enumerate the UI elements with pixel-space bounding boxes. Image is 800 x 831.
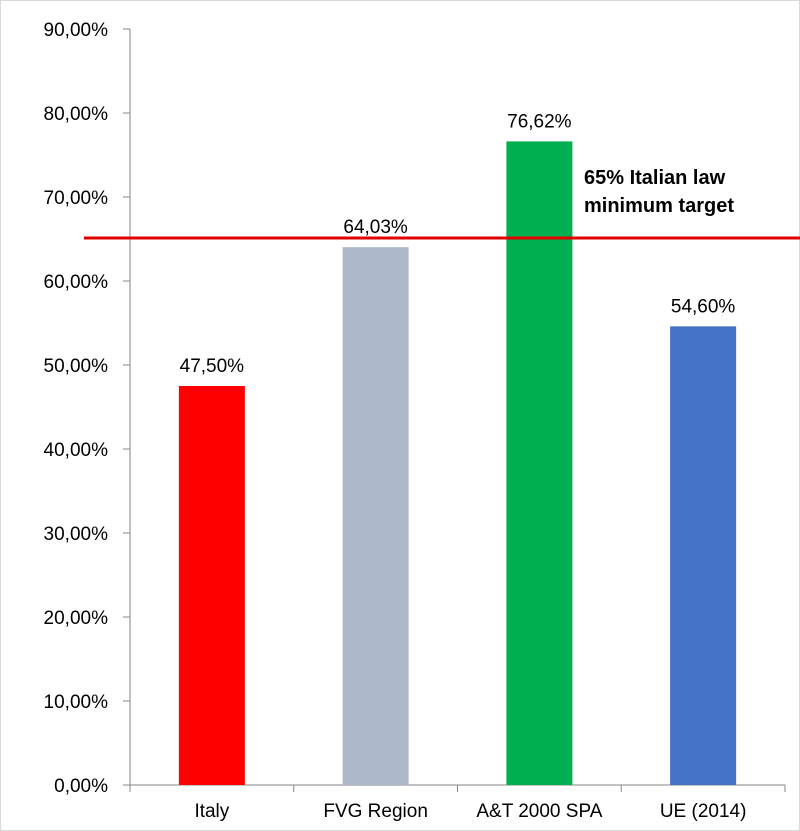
value-labels: 47,50% 64,03% 76,62% 54,60%: [180, 111, 736, 377]
bar-value-label: 54,60%: [671, 296, 736, 317]
y-tick-label: 20,00%: [44, 608, 109, 629]
y-axis: 0,00% 10,00% 20,00% 30,00% 40,00% 50,00% 60,00…: [44, 20, 131, 797]
x-tick-label: Italy: [194, 801, 229, 822]
x-tick-label: A&T 2000 SPA: [476, 801, 602, 822]
y-tick-label: 0,00%: [54, 776, 108, 797]
bar-value-label: 47,50%: [180, 356, 245, 377]
reference-line-group: 65% Italian law minimum target: [84, 167, 800, 240]
bars: [178, 141, 737, 786]
y-tick-label: 40,00%: [44, 440, 109, 461]
reference-line-label: minimum target: [584, 195, 734, 217]
y-tick-label: 10,00%: [44, 692, 109, 713]
y-tick-label: 90,00%: [44, 20, 109, 41]
x-tick-label: FVG Region: [323, 801, 428, 822]
bar: [670, 326, 737, 785]
x-tick-label: UE (2014): [660, 801, 747, 822]
bar: [506, 141, 573, 786]
x-axis: Italy FVG Region A&T 2000 SPA UE (2014): [129, 784, 786, 822]
reference-line-label: 65% Italian law: [584, 167, 726, 189]
y-tick-label: 80,00%: [44, 104, 109, 125]
y-tick-label: 30,00%: [44, 524, 109, 545]
y-tick-label: 60,00%: [44, 272, 109, 293]
y-tick-label: 70,00%: [44, 188, 109, 209]
bar: [178, 386, 245, 785]
bar: [342, 247, 409, 785]
bar-value-label: 64,03%: [343, 217, 408, 238]
bar-value-label: 76,62%: [507, 111, 572, 132]
y-tick-label: 50,00%: [44, 356, 109, 377]
